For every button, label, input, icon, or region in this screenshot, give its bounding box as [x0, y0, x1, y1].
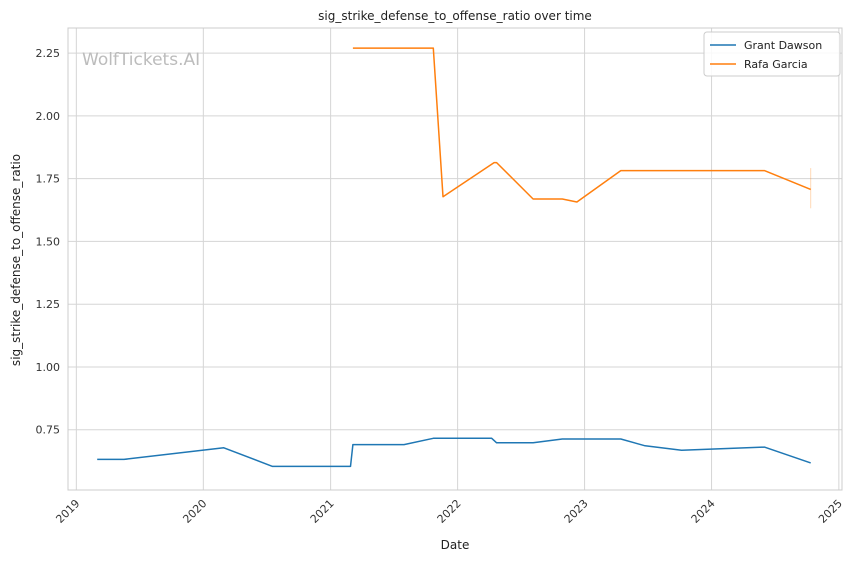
y-axis-label: sig_strike_defense_to_offense_ratio: [9, 154, 23, 366]
series-line-rafa-garcia: [352, 47, 811, 203]
y-tick-label: 2.00: [36, 110, 61, 123]
y-tick-label: 1.25: [36, 298, 61, 311]
y-tick-label: 1.00: [36, 361, 61, 374]
grid: [68, 28, 842, 490]
y-tick-label: 2.25: [36, 47, 61, 60]
legend-box: [703, 31, 841, 77]
plot-frame: [67, 27, 843, 491]
x-tick-label: 2023: [562, 497, 591, 526]
legend: Grant Dawson Rafa Garcia: [703, 31, 841, 77]
tick-labels: 2019 2020 2021 2022 2023 2024 2025 0.75 1.00 1.25…: [36, 47, 845, 526]
x-tick-label: 2019: [53, 497, 82, 526]
x-tick-label: 2022: [435, 497, 464, 526]
y-tick-label: 0.75: [36, 424, 61, 437]
watermark-text: WolfTickets.AI: [82, 50, 200, 70]
series-lines: [97, 47, 812, 468]
legend-label-rafa-garcia: Rafa Garcia: [744, 58, 808, 71]
y-tick-label: 1.75: [36, 173, 61, 186]
x-tick-label: 2021: [308, 497, 337, 526]
y-tick-label: 1.50: [36, 235, 61, 248]
x-tick-label: 2024: [689, 497, 718, 526]
legend-label-grant-dawson: Grant Dawson: [744, 39, 822, 52]
x-tick-label: 2025: [816, 497, 845, 526]
x-axis-label: Date: [441, 538, 470, 552]
x-tick-label: 2020: [180, 497, 209, 526]
series-line-grant-dawson: [97, 437, 811, 468]
chart-title: sig_strike_defense_to_offense_ratio over…: [318, 9, 592, 23]
